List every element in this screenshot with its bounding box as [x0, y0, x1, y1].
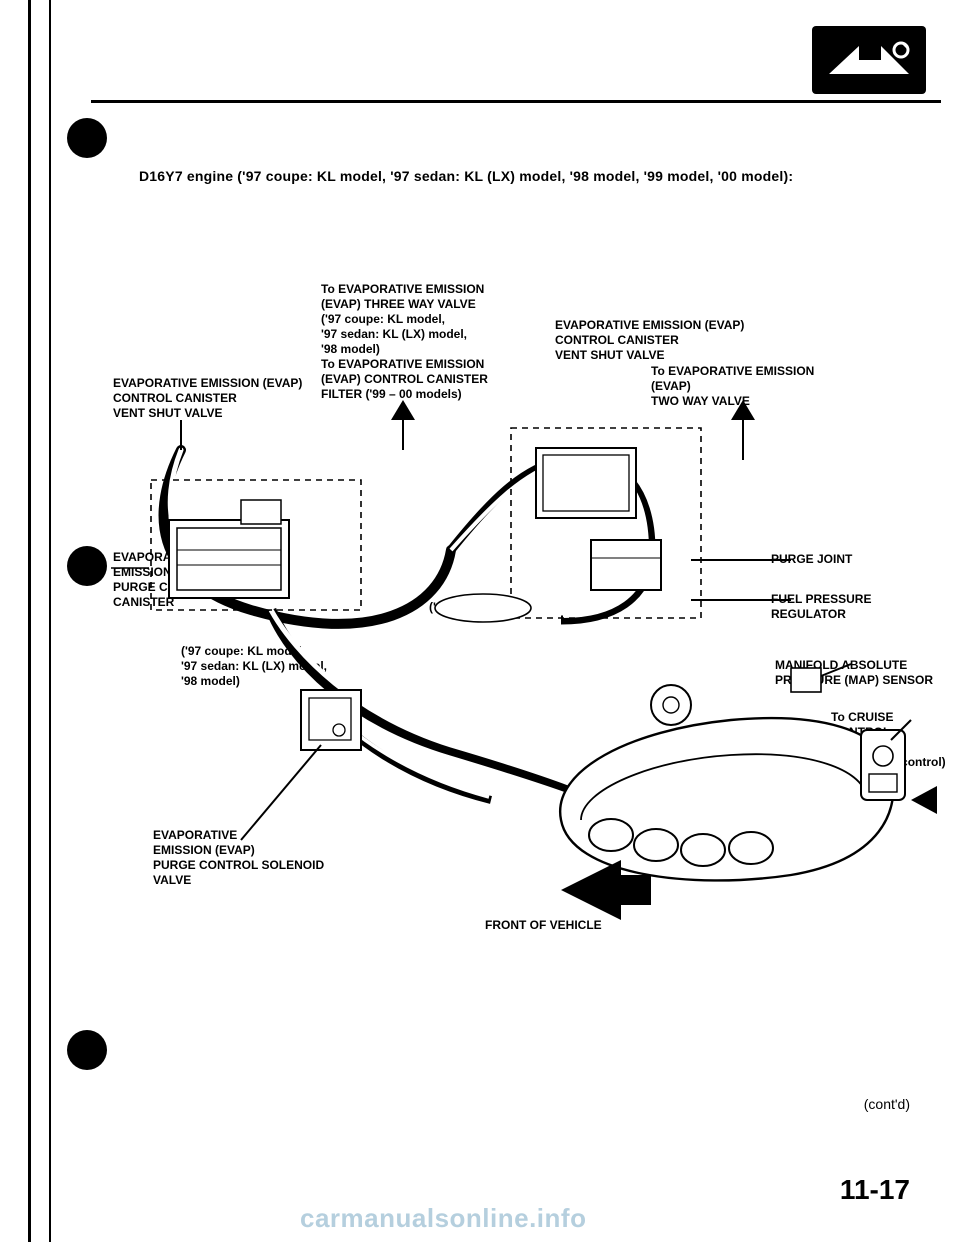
contd-note: (cont'd) — [864, 1096, 910, 1112]
watermark: carmanualsonline.info — [300, 1203, 586, 1234]
page-frame: D16Y7 engine ('97 coupe: KL model, '97 s… — [28, 0, 948, 1242]
page-heading: D16Y7 engine ('97 coupe: KL model, '97 s… — [139, 168, 793, 184]
engine-evap-diagram — [91, 300, 960, 950]
inner-margin-rule — [49, 0, 51, 1242]
bullet-dot — [67, 1030, 107, 1070]
bullet-dot — [67, 118, 107, 158]
page-number: 11-17 — [840, 1174, 910, 1206]
top-rule — [91, 100, 941, 103]
manual-logo — [812, 26, 926, 94]
